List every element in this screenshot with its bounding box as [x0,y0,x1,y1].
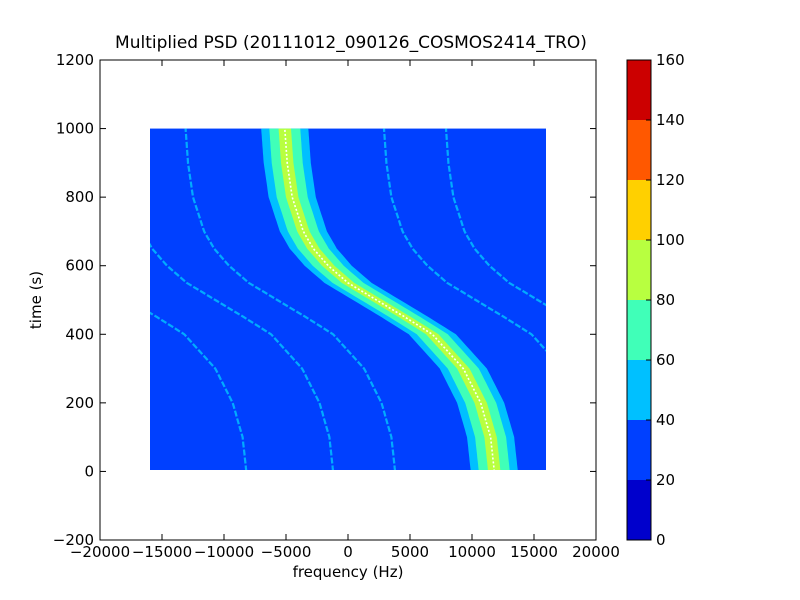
colorbar: 0 20 40 60 80 100 120 140 160 [626,51,685,549]
main-band-peak-line [284,128,495,470]
x-tick-label: 20000 [572,543,620,561]
colorbar-tick-label: 140 [656,111,685,129]
x-tick-label: 15000 [510,543,558,561]
y-tick-label: 1000 [56,120,94,138]
x-axis-ticks: −20000 −15000 −10000 −5000 0 5000 10000 15000 20… [70,60,620,561]
x-tick-label: 0 [343,543,353,561]
heatmap [150,128,546,470]
colorbar-tick-label: 120 [656,171,685,189]
colorbar-segment [627,360,651,420]
y-axis-label: time (s) [27,271,45,329]
sideband-trace [184,128,397,470]
sideband-trace [150,311,248,470]
x-tick-label: −10000 [194,543,254,561]
colorbar-tick-label: 80 [656,291,675,309]
colorbar-tick-label: 0 [656,531,666,549]
y-tick-label: −200 [53,531,94,549]
sideband-trace [444,128,546,307]
colorbar-segment [627,120,651,180]
colorbar-tick-label: 100 [656,231,685,249]
chart-title: Multiplied PSD (20111012_090126_COSMOS24… [115,33,587,53]
y-axis-ticks: −200 0 200 400 600 800 1000 1200 [53,51,596,549]
y-tick-label: 200 [65,394,94,412]
colorbar-segment [627,60,651,120]
main-band-zone [269,128,510,470]
colorbar-tick-label: 20 [656,471,675,489]
x-tick-label: −5000 [261,543,312,561]
y-tick-label: 600 [65,257,94,275]
colorbar-segment [627,240,651,300]
colorbar-segment [627,420,651,480]
x-tick-label: −20000 [70,543,130,561]
colorbar-tick-label: 160 [656,51,685,69]
colorbar-segment [627,180,651,240]
y-tick-label: 1200 [56,51,94,69]
sideband-trace [150,242,335,470]
y-tick-label: 0 [84,462,94,480]
colorbar-segment [627,480,651,540]
x-axis-label: frequency (Hz) [293,563,404,581]
plot-area: −20000 −15000 −10000 −5000 0 5000 10000 15000 20… [53,51,620,561]
y-tick-label: 800 [65,188,94,206]
colorbar-tick-label: 40 [656,411,675,429]
y-tick-label: 400 [65,325,94,343]
sideband-trace [382,128,546,352]
x-tick-label: 10000 [448,543,496,561]
colorbar-tick-label: 60 [656,351,675,369]
x-tick-label: −15000 [132,543,192,561]
x-tick-label: 5000 [391,543,429,561]
colorbar-segment [627,300,651,360]
